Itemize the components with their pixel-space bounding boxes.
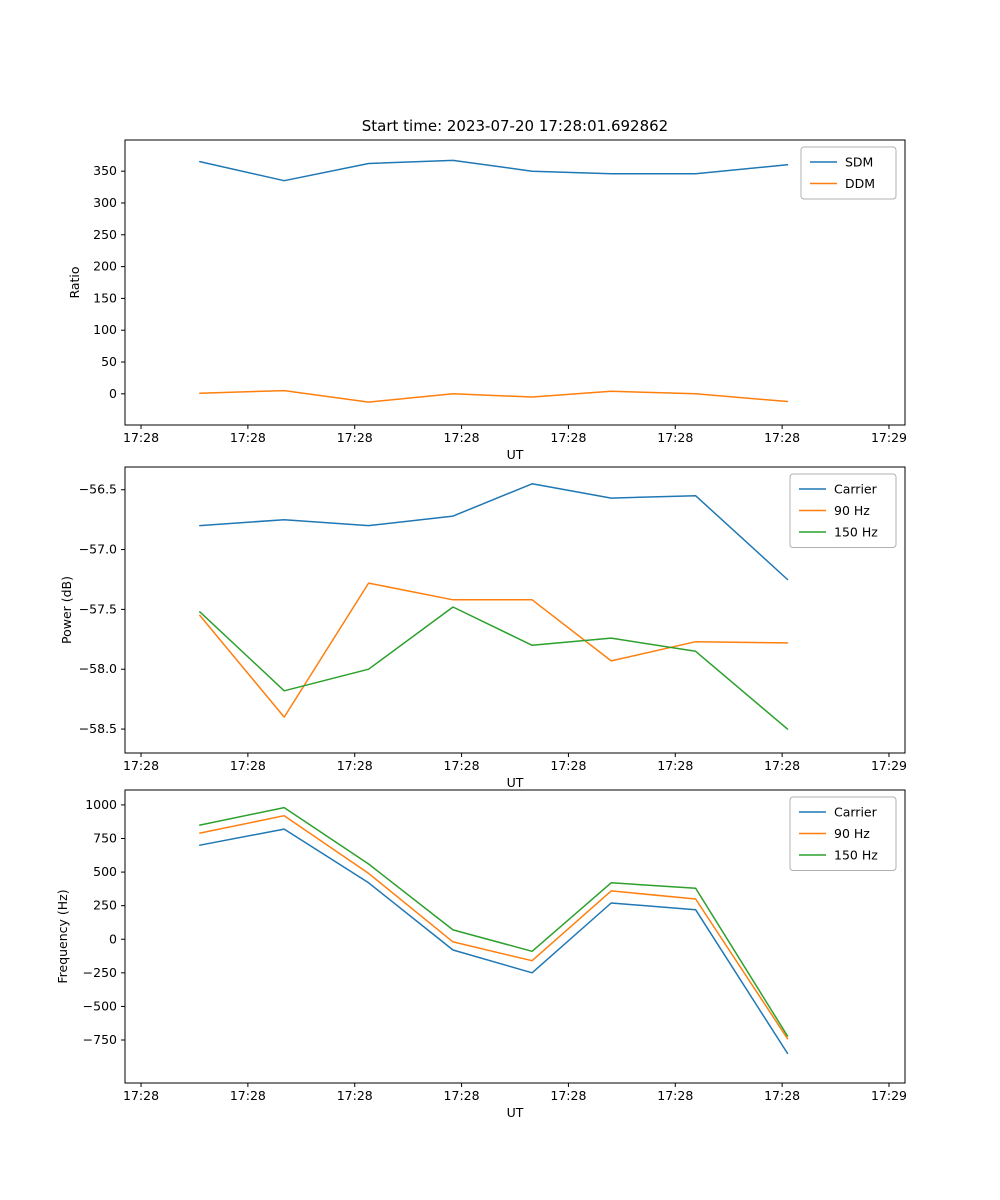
- line-series-90-hz: [199, 814, 789, 1040]
- axes-frame: [124, 789, 906, 1084]
- y-tick-label: −750: [83, 1032, 117, 1047]
- x-tick-label: 17:28: [764, 758, 800, 773]
- axes-frame: [124, 466, 906, 754]
- legend-label: SDM: [845, 155, 873, 170]
- x-tick-label: 17:29: [871, 758, 907, 773]
- x-tick-label: 17:28: [230, 1088, 266, 1103]
- x-tick-label: 17:28: [550, 430, 586, 445]
- y-tick-label: −58.0: [79, 661, 117, 676]
- x-tick-label: 17:29: [871, 1088, 907, 1103]
- y-axis-label: Ratio: [67, 266, 82, 298]
- figure-title: Start time: 2023-07-20 17:28:01.692862: [361, 117, 669, 135]
- line-series-sdm: [199, 159, 789, 182]
- x-axis-label: UT: [507, 447, 524, 462]
- y-tick-label: 500: [93, 864, 117, 879]
- y-tick-label: 200: [93, 259, 117, 274]
- y-tick-label: −500: [83, 998, 117, 1013]
- y-tick-label: −57.5: [79, 601, 117, 616]
- x-tick-label: 17:28: [550, 758, 586, 773]
- legend-label: 90 Hz: [834, 503, 870, 518]
- y-tick-label: 0: [109, 931, 117, 946]
- line-series-ddm: [199, 389, 789, 403]
- legend-label: Carrier: [834, 482, 878, 497]
- x-tick-label: 17:28: [230, 430, 266, 445]
- y-tick-label: 350: [93, 163, 117, 178]
- x-tick-label: 17:28: [657, 758, 693, 773]
- x-tick-label: 17:28: [337, 430, 373, 445]
- x-tick-label: 17:28: [337, 758, 373, 773]
- legend-label: DDM: [845, 176, 875, 191]
- subplot-1: 17:28 17:28 17:28 17:28 17:28 17:28 17:28 17:29…: [67, 139, 907, 462]
- y-tick-label: −250: [83, 965, 117, 980]
- y-axis-label: Frequency (Hz): [55, 889, 70, 983]
- x-tick-label: 17:28: [657, 1088, 693, 1103]
- y-tick-label: −58.5: [79, 721, 117, 736]
- x-tick-label: 17:28: [550, 1088, 586, 1103]
- x-tick-label: 17:28: [444, 758, 480, 773]
- legend-label: 90 Hz: [834, 826, 870, 841]
- y-axis-label: Power (dB): [59, 576, 74, 644]
- x-axis-label: UT: [507, 1105, 524, 1120]
- legend-box: [789, 473, 897, 548]
- x-tick-label: 17:28: [444, 1088, 480, 1103]
- legend-box: [789, 796, 897, 871]
- x-tick-label: 17:28: [230, 758, 266, 773]
- x-tick-label: 17:28: [764, 430, 800, 445]
- x-tick-label: 17:28: [123, 430, 159, 445]
- x-tick-label: 17:28: [764, 1088, 800, 1103]
- axes-frame: [124, 139, 906, 426]
- y-tick-label: 250: [93, 227, 117, 242]
- legend-label: 150 Hz: [834, 525, 878, 540]
- y-tick-label: 300: [93, 195, 117, 210]
- line-series-90-hz: [199, 582, 789, 718]
- line-series-150-hz: [199, 606, 789, 730]
- legend-label: Carrier: [834, 805, 878, 820]
- y-tick-label: 150: [93, 290, 117, 305]
- legend-label: 150 Hz: [834, 848, 878, 863]
- subplot-2: 17:28 17:28 17:28 17:28 17:28 17:28 17:28 17:29…: [59, 466, 907, 790]
- y-tick-label: 50: [101, 354, 117, 369]
- y-tick-label: −56.5: [79, 482, 117, 497]
- y-tick-label: −57.0: [79, 542, 117, 557]
- y-tick-label: 100: [93, 322, 117, 337]
- x-tick-label: 17:28: [337, 1088, 373, 1103]
- x-tick-label: 17:28: [123, 1088, 159, 1103]
- x-tick-label: 17:28: [657, 430, 693, 445]
- y-tick-label: 250: [93, 898, 117, 913]
- x-tick-label: 17:29: [871, 430, 907, 445]
- legend-box: [800, 146, 897, 200]
- line-series-150-hz: [199, 806, 789, 1037]
- y-tick-label: 1000: [85, 797, 117, 812]
- subplot-3: 17:28 17:28 17:28 17:28 17:28 17:28 17:28 17:29…: [55, 789, 907, 1120]
- x-axis-label: UT: [507, 775, 524, 790]
- x-tick-label: 17:28: [444, 430, 480, 445]
- line-series-carrier: [199, 828, 789, 1055]
- y-tick-label: 750: [93, 830, 117, 845]
- x-tick-label: 17:28: [123, 758, 159, 773]
- line-series-carrier: [199, 483, 789, 581]
- y-tick-label: 0: [109, 386, 117, 401]
